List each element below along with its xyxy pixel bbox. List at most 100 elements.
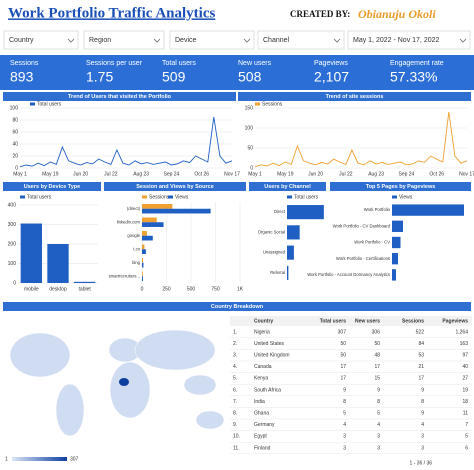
- y-tick-label: 100: [245, 125, 254, 131]
- x-tick-label: Jun 20: [73, 171, 88, 177]
- table-cell: 3.: [233, 353, 237, 359]
- chart-title-band: [330, 182, 471, 191]
- x-tick-label: Nov 17: [459, 171, 474, 177]
- filter-dropdown[interactable]: [3, 30, 79, 50]
- kpi-value: 509: [162, 69, 186, 85]
- y-tick-label: 50: [247, 145, 253, 151]
- x-tick-label: Oct 26: [429, 171, 444, 177]
- bar: [392, 204, 464, 216]
- table-cell: 50: [374, 341, 380, 347]
- map-land: [195, 410, 225, 430]
- table-cell: 50: [340, 353, 346, 359]
- table-cell: Egypt: [254, 434, 267, 440]
- kpi-label: Sessions per user: [86, 60, 143, 67]
- table-header: Sessions: [402, 318, 424, 324]
- table-cell: 9: [421, 411, 424, 417]
- table-cell: Germany: [254, 422, 275, 428]
- bar: [287, 205, 324, 220]
- y-tick-label: 150: [245, 105, 254, 111]
- x-tick-label: mobile: [24, 286, 39, 292]
- created-by: CREATED BY:: [290, 9, 350, 19]
- map-legend-min: 1: [5, 456, 8, 462]
- chart-title: Country Breakdown: [211, 304, 264, 310]
- chart-title: Top 5 Pages by Pageviews: [366, 184, 436, 190]
- kpi-label: Engagement rate: [390, 60, 444, 67]
- y-tick-label: 0: [13, 280, 16, 286]
- table-cell: 306: [372, 329, 381, 335]
- table-cell: 53: [418, 353, 424, 359]
- table-cell: 17: [418, 376, 424, 382]
- chart-title: Session and Views by Source: [136, 184, 214, 190]
- map-land: [183, 374, 217, 396]
- x-tick-label: tablet: [79, 286, 92, 292]
- dashboard-title: Work Portfolio Traffic Analytics: [8, 5, 215, 21]
- bar: [142, 244, 145, 250]
- legend-label: Views: [175, 194, 189, 200]
- table-cell: Canada: [254, 364, 272, 370]
- x-tick-label: Oct 26: [194, 171, 209, 177]
- table-cell: 9: [421, 387, 424, 393]
- table-cell: 5: [343, 411, 346, 417]
- bar: [392, 269, 396, 281]
- table-cell: 3: [343, 434, 346, 440]
- filter-dropdown[interactable]: [257, 30, 345, 50]
- y-tick-label: Work Portfolio: [364, 207, 391, 212]
- line-series: [254, 111, 468, 168]
- y-tick-label: 40: [12, 141, 18, 147]
- filter-dropdown[interactable]: [347, 30, 471, 50]
- table-cell: 1.: [233, 329, 237, 335]
- table-header: Country: [254, 318, 273, 324]
- filter-dropdown[interactable]: [83, 30, 165, 50]
- pagination[interactable]: 1 - 36 / 36: [409, 460, 432, 466]
- table-cell: Ghana: [254, 411, 269, 417]
- legend-swatch: [287, 195, 292, 199]
- table-cell: United Kingdom: [254, 353, 290, 359]
- filter-dropdown[interactable]: [169, 30, 255, 50]
- table-header: Total users: [320, 318, 347, 324]
- table-cell: 8: [377, 399, 380, 405]
- y-tick-label: 20: [12, 153, 18, 159]
- x-tick-label: Jul 22: [104, 171, 118, 177]
- x-tick-label: Sep 24: [163, 171, 179, 177]
- table-cell: United States: [254, 341, 285, 347]
- table-cell: 27: [462, 376, 468, 382]
- table-cell: 21: [418, 364, 424, 370]
- table-cell: 48: [374, 353, 380, 359]
- table-cell: 10.: [233, 434, 240, 440]
- x-tick-label: 750: [211, 286, 220, 292]
- table-cell: India: [254, 399, 265, 405]
- table-cell: 9: [343, 387, 346, 393]
- kpi-label: Sessions: [10, 60, 39, 67]
- bar: [74, 281, 96, 283]
- y-tick-label: Work Portfolio - CV Dashboard: [333, 223, 391, 228]
- table-cell: 7: [465, 422, 468, 428]
- table-cell: 3: [421, 445, 424, 451]
- y-tick-label: t.co: [133, 246, 140, 251]
- table-cell: 9.: [233, 422, 237, 428]
- kpi-label: Total users: [162, 60, 196, 67]
- x-tick-label: Sep 24: [398, 171, 414, 177]
- table-cell: 3: [377, 445, 380, 451]
- y-tick-label: 100: [10, 105, 19, 111]
- line-series: [19, 116, 233, 168]
- chart-title: Users by Device Type: [24, 184, 80, 190]
- table-cell: 19: [462, 387, 468, 393]
- bar: [142, 271, 143, 277]
- table-cell: 307: [338, 329, 347, 335]
- table-cell: 3: [421, 434, 424, 440]
- table-cell: 97: [462, 353, 468, 359]
- filter-label: Device: [175, 37, 197, 44]
- table-cell: 8: [421, 399, 424, 405]
- table-cell: 6: [465, 445, 468, 451]
- kpi-label: New users: [238, 60, 272, 67]
- table-cell: 40: [462, 364, 468, 370]
- table-cell: 17: [340, 376, 346, 382]
- x-tick-label: 1K: [237, 286, 244, 292]
- table-cell: 4: [377, 422, 380, 428]
- y-tick-label: google: [127, 233, 140, 238]
- x-tick-label: May 19: [42, 171, 59, 177]
- y-tick-label: 100: [8, 261, 17, 267]
- bar: [142, 235, 153, 241]
- y-tick-label: bing: [132, 260, 141, 265]
